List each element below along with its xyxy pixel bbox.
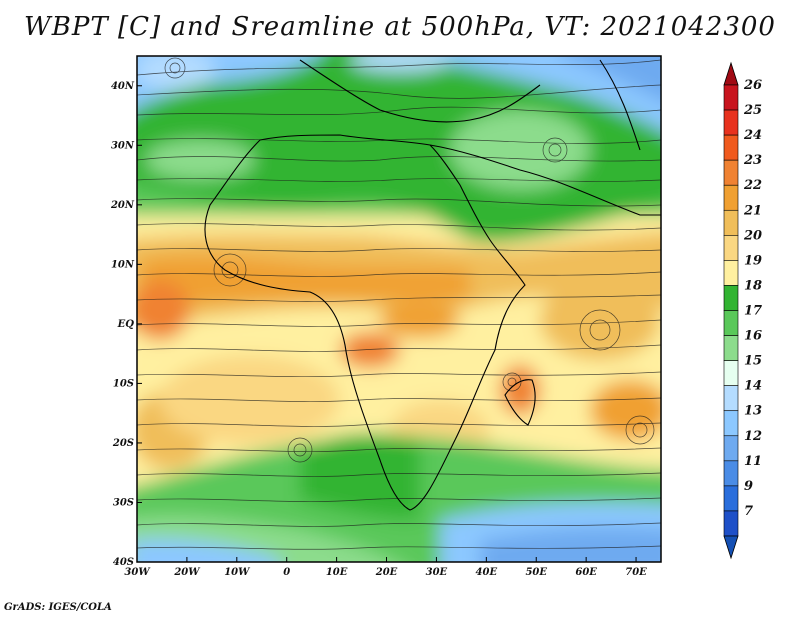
colorbar-label: 12 <box>744 429 762 444</box>
lat-tick-label: 10S <box>113 378 134 389</box>
colorbar-label: 13 <box>744 404 762 419</box>
colorbar-swatch <box>723 460 739 487</box>
lon-tick-label: 70E <box>625 567 647 578</box>
map-frame <box>136 55 662 563</box>
colorbar-swatch <box>723 84 739 111</box>
colorbar-label: 11 <box>744 454 762 469</box>
lon-tick-label: 50E <box>525 567 547 578</box>
colorbar-label: 14 <box>744 379 762 394</box>
colorbar-swatch <box>723 209 739 236</box>
colorbar-label: 22 <box>743 178 762 193</box>
colorbar-label: 21 <box>743 203 762 218</box>
lat-tick-label: 20N <box>110 200 135 211</box>
lat-tick-label: 20S <box>112 438 134 449</box>
colorbar-swatch <box>723 485 739 512</box>
colorbar-swatch <box>723 335 739 361</box>
colorbar-swatch <box>723 410 739 437</box>
colorbar-swatch <box>723 260 739 286</box>
colorbar-swatch <box>723 435 739 462</box>
colorbar-swatch <box>723 134 739 161</box>
lon-tick-label: 30W <box>124 567 151 578</box>
lat-tick-label: 40N <box>111 81 135 92</box>
colorbar-swatch <box>723 510 739 537</box>
lon-tick-label: 20E <box>375 567 398 578</box>
colorbar-swatch <box>723 360 739 386</box>
colorbar-swatch <box>723 184 739 211</box>
lat-tick-label: EQ <box>117 319 135 330</box>
lon-tick-label: 10E <box>326 567 348 578</box>
lat-tick-label: 30S <box>113 497 134 508</box>
colorbar-label: 17 <box>744 304 762 319</box>
colorbar-swatch <box>723 109 739 136</box>
colorbar-label: 23 <box>743 153 762 168</box>
lon-tick-label: 0 <box>283 567 290 578</box>
colorbar-label: 25 <box>743 103 762 118</box>
colorbar-label: 19 <box>744 253 762 268</box>
lat-tick-label: 40S <box>113 557 134 568</box>
lat-tick-label: 30N <box>111 140 135 151</box>
colorbar-swatch <box>723 159 739 186</box>
colorbar-swatch <box>723 235 739 261</box>
axis-ticks: 30W 20W 10W 0 10E 20E 30E 40E 50E 60E 70E 40N 30N 20N… <box>110 81 647 578</box>
colorbar: 26 25 24 23 22 21 20 19 18 17 16 15 14 13 12 11 9 7 <box>723 61 762 560</box>
colorbar-bottom-arrow <box>723 535 739 560</box>
streamlines <box>137 57 661 550</box>
coastlines <box>204 59 661 511</box>
lon-tick-label: 20W <box>173 567 201 578</box>
colorbar-top-arrow <box>723 61 739 86</box>
lon-tick-label: 60E <box>575 567 597 578</box>
colorbar-swatch <box>723 285 739 311</box>
colorbar-label: 20 <box>743 228 762 243</box>
colorbar-label: 24 <box>743 128 762 143</box>
colorbar-swatch <box>723 310 739 336</box>
lon-tick-label: 40E <box>476 567 498 578</box>
lon-tick-label: 10W <box>224 567 251 578</box>
lat-tick-label: 10N <box>111 259 135 270</box>
colorbar-label: 18 <box>744 278 762 293</box>
colorbar-label: 26 <box>743 78 762 93</box>
wbpt-field <box>137 56 661 562</box>
colorbar-label: 9 <box>744 479 753 494</box>
credit-label: GrADS: IGES/COLA <box>4 602 112 613</box>
colorbar-label: 15 <box>744 354 762 369</box>
lon-tick-label: 30E <box>426 567 448 578</box>
colorbar-label: 16 <box>744 329 762 344</box>
colorbar-label: 7 <box>744 504 753 519</box>
page-title: WBPT [C] and Sreamline at 500hPa, VT: 20… <box>24 12 776 42</box>
colorbar-swatch <box>723 385 739 412</box>
